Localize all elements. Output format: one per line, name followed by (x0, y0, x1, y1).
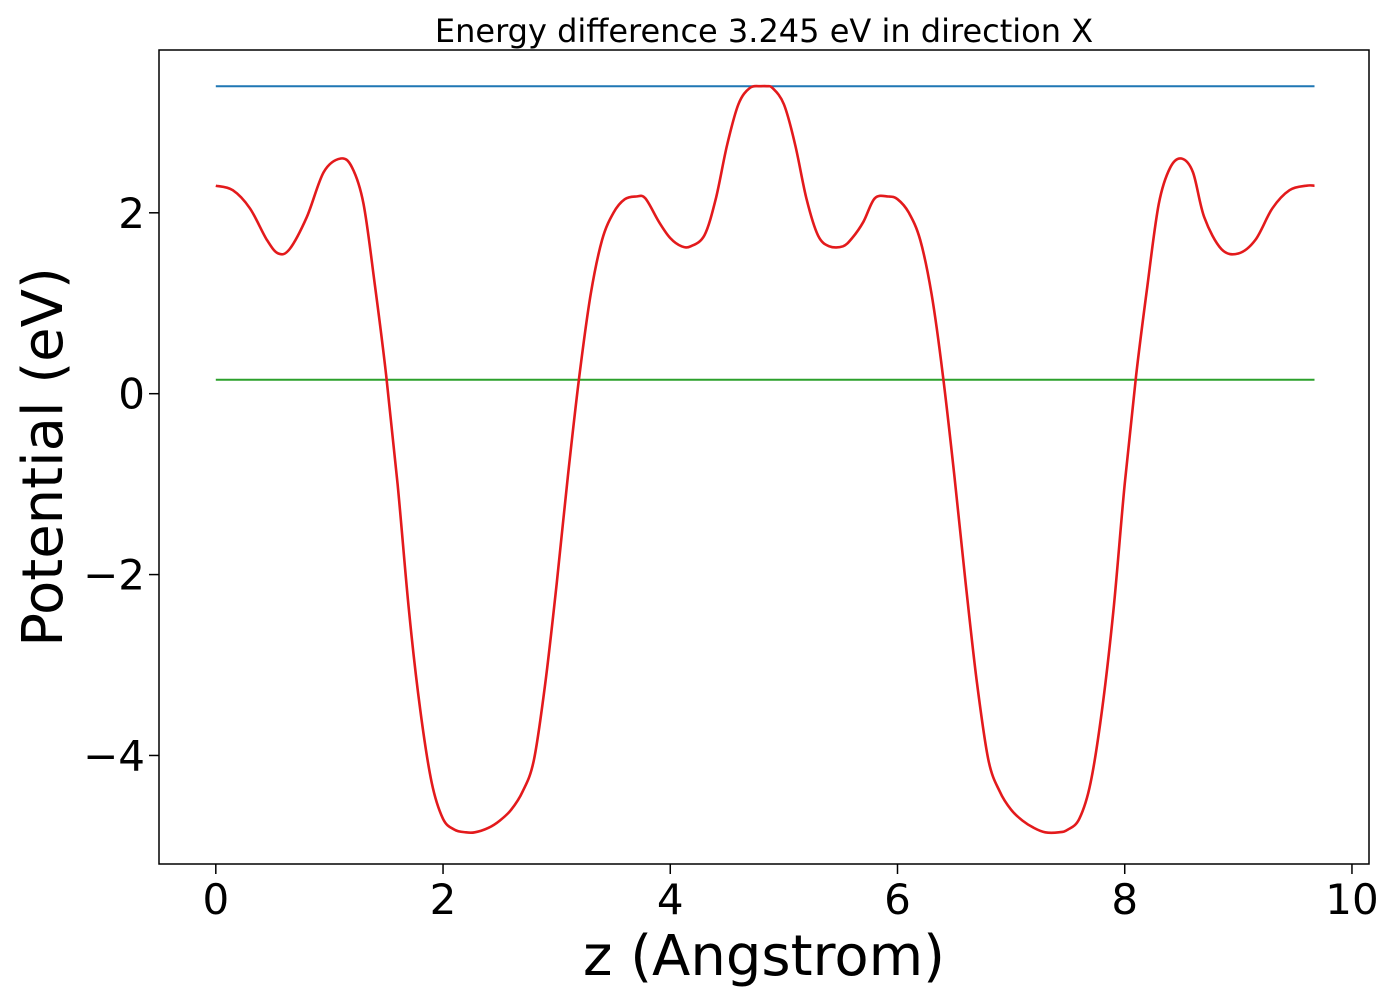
plot-frame (158, 49, 1370, 865)
x-tick-label: 2 (430, 875, 457, 924)
y-tick-label: 2 (118, 189, 145, 238)
x-axis-label: z (Angstrom) (583, 924, 945, 989)
x-tick-label: 4 (657, 875, 684, 924)
x-axis: 0 2 4 6 8 10 (202, 864, 1379, 924)
y-axis: −4 −2 0 2 (83, 189, 159, 780)
chart-title: Energy difference 3.245 eV in direction … (435, 12, 1093, 50)
x-tick-label: 6 (884, 875, 911, 924)
y-tick-label: −2 (83, 551, 145, 600)
y-tick-label: 0 (118, 370, 145, 419)
x-tick-label: 10 (1325, 875, 1378, 924)
y-axis-label: Potential (eV) (11, 267, 76, 647)
y-tick-label: −4 (83, 731, 145, 780)
series-layer (215, 84, 1315, 835)
x-tick-label: 8 (1111, 875, 1138, 924)
series-line-3 (215, 84, 1315, 835)
x-tick-label: 0 (202, 875, 229, 924)
